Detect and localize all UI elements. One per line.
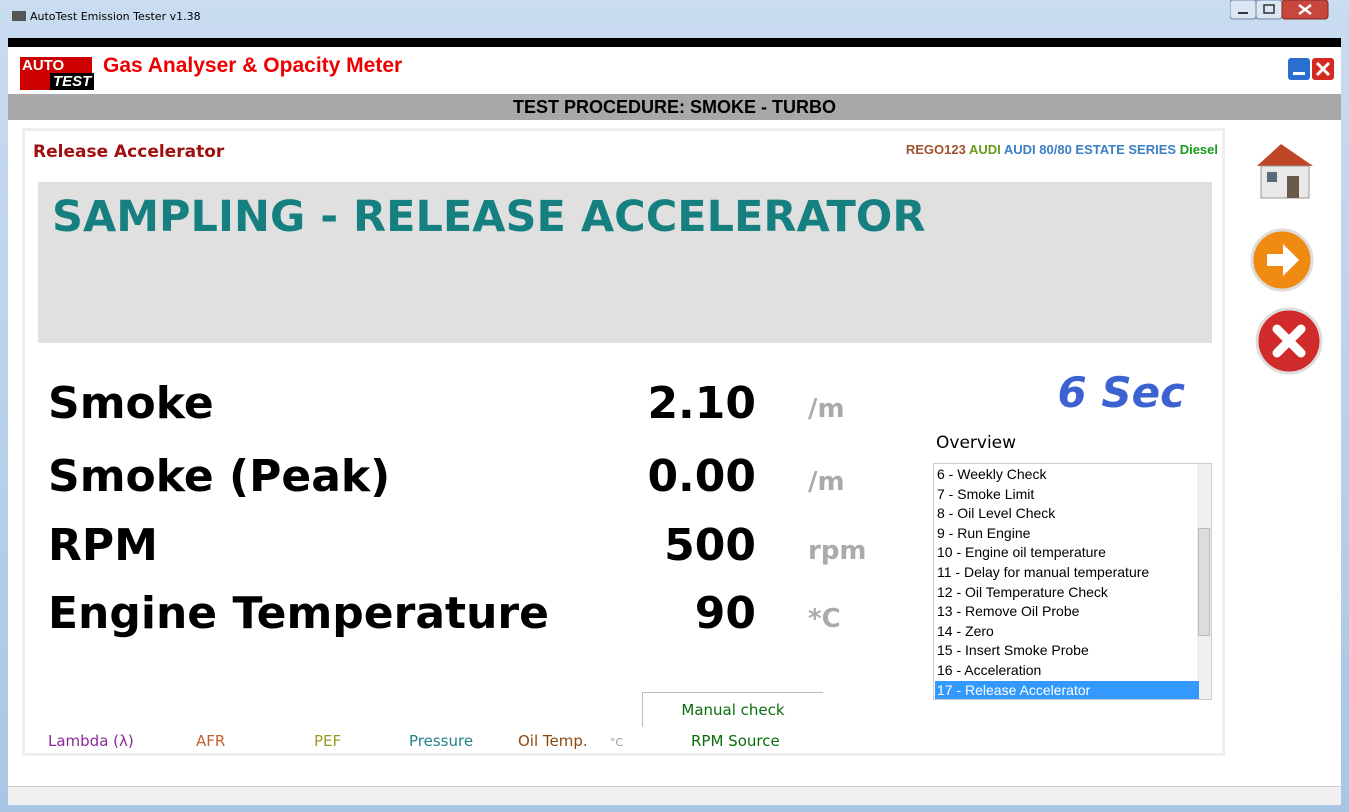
pef-label: PEF xyxy=(314,732,342,750)
make: AUDI xyxy=(968,142,1001,157)
oil-temp-label: Oil Temp. xyxy=(518,732,588,750)
model: AUDI 80/80 ESTATE SERIES xyxy=(1003,142,1177,157)
overview-item[interactable]: 10 - Engine oil temperature xyxy=(937,544,1106,561)
overview-item[interactable]: 15 - Insert Smoke Probe xyxy=(937,642,1089,659)
overview-item[interactable]: 9 - Run Engine xyxy=(937,524,1031,541)
home-button[interactable] xyxy=(1257,144,1313,199)
window-title: AutoTest Emission Tester v1.38 xyxy=(30,10,201,23)
procedure-bar: TEST PROCEDURE: SMOKE - TURBO xyxy=(8,94,1341,120)
manual-check-tab[interactable]: Manual check xyxy=(642,692,823,727)
oil-temp-unit: °C xyxy=(610,736,624,749)
next-button[interactable] xyxy=(1250,228,1314,292)
client-area: AUTO TEST Gas Analyser & Opacity Meter T… xyxy=(8,38,1341,805)
status-bar xyxy=(8,786,1341,805)
logo-bottom: TEST xyxy=(50,73,95,90)
reading-unit: /m xyxy=(808,394,845,424)
reading-label: Smoke xyxy=(48,378,214,429)
reading-value: 90 xyxy=(694,588,756,639)
reading-value: 2.10 xyxy=(647,378,756,429)
reading-unit: *C xyxy=(808,604,841,634)
window-controls[interactable] xyxy=(1230,0,1338,22)
reading-value: 500 xyxy=(664,520,756,571)
fuel: Diesel xyxy=(1179,142,1218,157)
overview-item[interactable]: 16 - Acceleration xyxy=(937,662,1042,678)
overview-item[interactable]: 12 - Oil Temperature Check xyxy=(937,583,1108,600)
banner: SAMPLING - RELEASE ACCELERATOR xyxy=(38,182,1212,343)
app-title: Gas Analyser & Opacity Meter xyxy=(103,54,403,77)
overview-item[interactable]: 8 - Oil Level Check xyxy=(937,505,1056,522)
nav-buttons[interactable] xyxy=(1243,136,1323,376)
afr-label: AFR xyxy=(196,732,226,750)
pressure-label: Pressure xyxy=(409,732,474,750)
logo: AUTO TEST xyxy=(20,57,95,90)
scrollbar[interactable] xyxy=(1197,464,1211,699)
cancel-button[interactable] xyxy=(1255,307,1323,375)
overview-item[interactable]: 7 - Smoke Limit xyxy=(937,485,1035,502)
timer: 6 Sec xyxy=(1057,368,1185,417)
overview-item[interactable]: 6 - Weekly Check xyxy=(937,466,1047,482)
rpm-source-label: RPM Source xyxy=(691,732,780,750)
rego: REGO123 xyxy=(905,142,966,157)
reading-label: RPM xyxy=(48,520,158,571)
overview-item[interactable]: 14 - Zero xyxy=(937,622,994,639)
reading-label: Smoke (Peak) xyxy=(48,451,391,502)
lambda-label: Lambda (λ) xyxy=(48,732,134,750)
step-label: Release Accelerator xyxy=(33,142,225,162)
header-strip xyxy=(8,38,1341,47)
reading-unit: rpm xyxy=(808,536,867,566)
banner-text: SAMPLING - RELEASE ACCELERATOR xyxy=(52,192,926,242)
overview-list[interactable]: 6 - Weekly Check 7 - Smoke Limit 8 - Oil L… xyxy=(933,463,1212,700)
reading-value: 0.00 xyxy=(647,451,756,502)
reading-label: Engine Temperature xyxy=(48,588,549,639)
overview-title: Overview xyxy=(936,433,1017,453)
vehicle-info: REGO123 AUDI AUDI 80/80 ESTATE SERIES Di… xyxy=(906,142,1218,157)
logo-top: AUTO xyxy=(22,57,65,74)
title-bar: AutoTest Emission Tester v1.38 xyxy=(8,0,1341,38)
app-controls[interactable] xyxy=(1288,58,1336,82)
scroll-thumb[interactable] xyxy=(1198,528,1210,636)
reading-unit: /m xyxy=(808,467,845,497)
overview-item[interactable]: 11 - Delay for manual temperature xyxy=(937,564,1150,580)
overview-item[interactable]: 17 - Release Accelerator xyxy=(935,680,1199,699)
overview-item[interactable]: 13 - Remove Oil Probe xyxy=(937,603,1080,620)
app-icon xyxy=(12,11,26,21)
